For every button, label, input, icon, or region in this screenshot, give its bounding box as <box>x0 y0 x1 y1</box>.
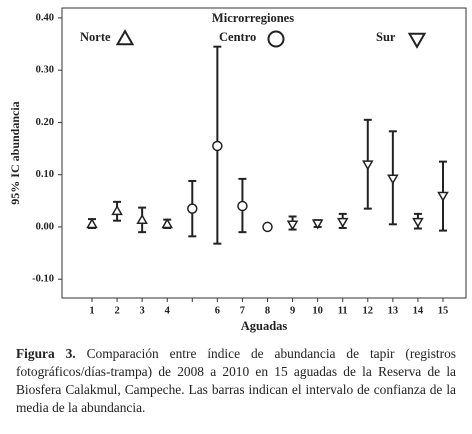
legend-label: Sur <box>376 30 396 44</box>
legend-marker <box>407 32 427 49</box>
y-tick-label: 0.10 <box>36 169 54 180</box>
x-tick-label: 2 <box>114 305 119 316</box>
x-tick-label: 3 <box>140 305 145 316</box>
marker <box>237 200 248 212</box>
marker <box>387 174 399 185</box>
marker <box>262 221 273 233</box>
x-tick-label: 9 <box>290 305 295 316</box>
marker <box>212 140 223 152</box>
caption-label: Figura 3. <box>16 346 76 361</box>
marker <box>437 191 449 202</box>
x-tick-label: 1 <box>89 305 94 316</box>
x-tick-label: 4 <box>165 305 171 316</box>
x-tick-label: 12 <box>363 305 374 316</box>
marker <box>86 218 98 229</box>
y-tick-label: -0.10 <box>32 274 54 285</box>
legend-marker <box>267 30 285 48</box>
x-tick-label: 7 <box>240 305 245 316</box>
x-tick-label: 11 <box>338 305 348 316</box>
marker <box>286 220 299 231</box>
marker <box>111 205 123 216</box>
legend-label: Norte <box>80 30 111 44</box>
marker <box>361 160 374 171</box>
y-tick-label: 0.20 <box>36 117 54 128</box>
legend-marker <box>115 29 135 46</box>
chart: 95% IC abundancia Aguadas Microrregiones… <box>8 7 467 333</box>
y-tick-label: 0.30 <box>36 65 54 76</box>
x-tick-label: 13 <box>388 305 399 316</box>
x-tick-label: 10 <box>312 305 323 316</box>
marker <box>187 203 198 214</box>
marker <box>136 213 148 225</box>
legend-label: Centro <box>219 30 256 44</box>
caption-text: Comparación entre índice de abundancia d… <box>16 346 456 415</box>
x-tick-label: 14 <box>413 305 424 316</box>
plot-frame <box>61 7 467 299</box>
legend-title: Microrregiones <box>212 11 294 25</box>
marker <box>311 219 324 230</box>
marker <box>336 217 349 228</box>
x-tick-label: 6 <box>215 305 220 316</box>
y-axis-label: 95% IC abundancia <box>8 101 22 204</box>
x-tick-label: 8 <box>265 305 270 316</box>
x-axis-label: Aguadas <box>241 319 288 333</box>
marker <box>161 218 174 229</box>
caption: Figura 3. Comparación entre índice de ab… <box>16 345 456 417</box>
marker <box>412 217 424 228</box>
y-tick-label: 0.00 <box>36 221 54 232</box>
x-tick-label: 15 <box>438 305 449 316</box>
y-tick-label: 0.40 <box>36 12 54 23</box>
